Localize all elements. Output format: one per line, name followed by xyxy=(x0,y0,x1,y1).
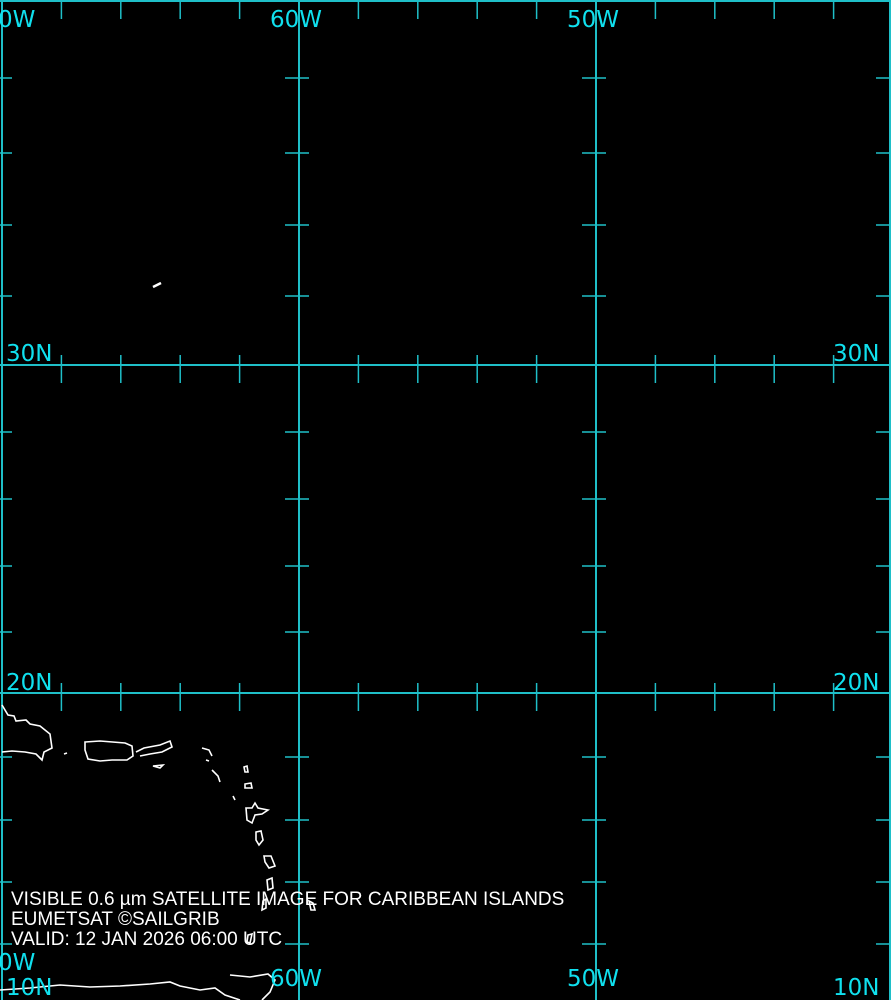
hispaniola-coast xyxy=(1,704,53,762)
lon-label-50w-top: 50W xyxy=(567,7,620,33)
puerto-rico-coast xyxy=(84,740,134,762)
lat-label-20n-right: 20N xyxy=(833,670,880,696)
lon-label-60w-bottom: 60W xyxy=(270,966,323,992)
caption-credit: EUMETSAT ©SAILGRIB xyxy=(11,909,220,930)
st-vincent xyxy=(261,897,267,912)
lat-label-10n-right: 10N xyxy=(833,975,880,1000)
barbados xyxy=(307,899,317,911)
guadeloupe xyxy=(244,782,253,789)
lat-label-20n-left: 20N xyxy=(6,670,53,696)
guadeloupe-main xyxy=(245,801,271,825)
st-lucia xyxy=(266,876,274,892)
lon-label-60w-top: 60W xyxy=(270,7,323,33)
lon-label-70w-bottom: 0W xyxy=(0,950,36,976)
venezuela-coast xyxy=(0,973,276,1000)
caption-title: VISIBLE 0.6 µm SATELLITE IMAGE FOR CARIB… xyxy=(11,889,565,910)
lat-label-10n-left: 10N xyxy=(6,975,53,1000)
caption-valid-time: VALID: 12 JAN 2026 06:00 UTC xyxy=(11,929,283,950)
barbuda-antigua xyxy=(243,764,249,773)
mona-island xyxy=(63,752,68,755)
lat-label-30n-right: 30N xyxy=(833,341,880,367)
lon-label-50w-bottom: 50W xyxy=(567,966,620,992)
lat-label-30n-left: 30N xyxy=(6,341,53,367)
dominica xyxy=(255,830,264,847)
martinique xyxy=(263,855,277,869)
bermuda-island xyxy=(152,281,162,289)
st-croix xyxy=(152,763,166,769)
lon-label-70w-top: 0W xyxy=(0,7,36,33)
st-kitts-nevis xyxy=(211,769,221,783)
grenada xyxy=(246,932,254,945)
montserrat xyxy=(232,795,236,801)
anguilla-islands xyxy=(201,747,213,762)
virgin-islands xyxy=(135,739,173,757)
